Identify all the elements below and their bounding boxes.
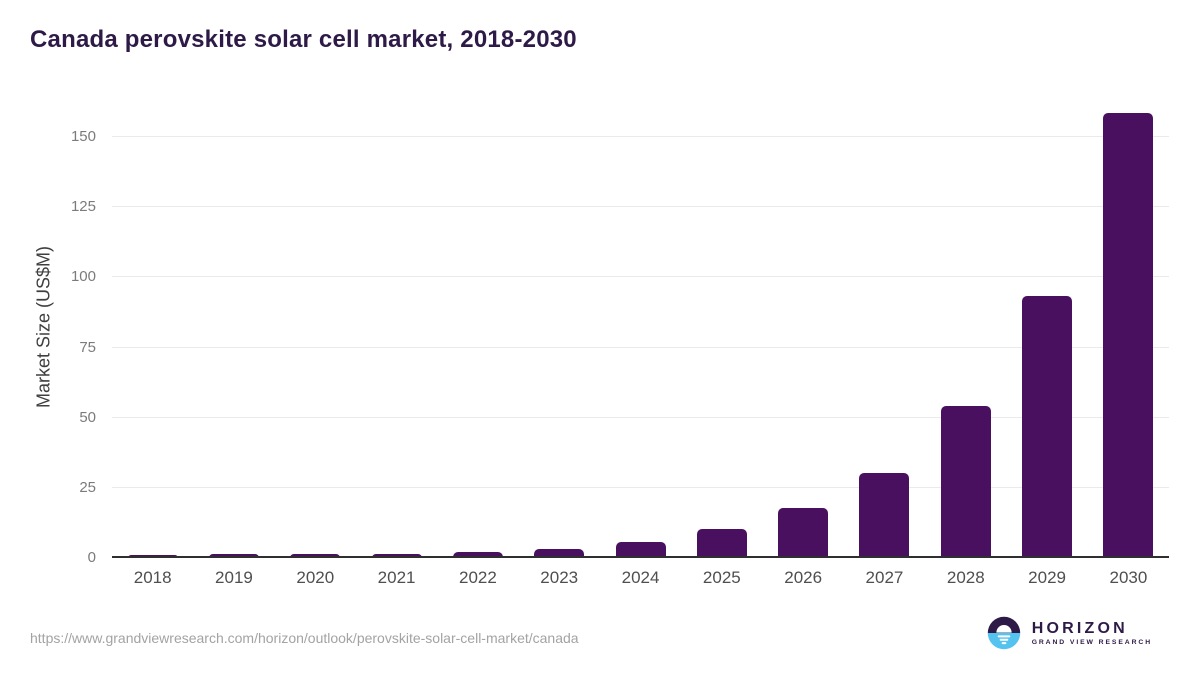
- x-tick-label: 2023: [540, 568, 579, 587]
- horizon-logo-icon: [987, 616, 1020, 650]
- bar-slot-2024: [600, 95, 681, 558]
- bar-2030: [1103, 112, 1154, 558]
- horizon-logo-text: HORIZON GRAND VIEW RESEARCH: [1032, 620, 1152, 647]
- bar-slot-2029: [1006, 95, 1087, 558]
- gridline: [112, 416, 1169, 418]
- bar-2024: [615, 542, 666, 558]
- gridline: [112, 346, 1169, 348]
- bar-2019: [208, 553, 259, 558]
- bar-2029: [1022, 295, 1073, 558]
- bar-slot-2021: [356, 95, 437, 558]
- bar-slot-2019: [193, 95, 274, 558]
- x-tick-label: 2018: [133, 568, 172, 587]
- bar-slot-2028: [925, 95, 1006, 558]
- x-tick-label: 2019: [215, 568, 253, 587]
- y-tick-label: 125: [70, 198, 96, 216]
- y-tick-label: 25: [79, 478, 96, 496]
- gridline: [112, 136, 1169, 138]
- x-tick-label: 2020: [296, 568, 335, 587]
- x-axis-ticks: 2018 2019 2020 2021 2022 2023 2024 2025 2026 2027…: [112, 568, 1169, 588]
- bar-slot-2027: [844, 95, 925, 558]
- bar-slot-2020: [275, 95, 356, 558]
- x-axis-line: [112, 556, 1169, 558]
- y-tick-label: 0: [87, 549, 96, 566]
- horizon-logo: HORIZON GRAND VIEW RESEARCH: [986, 615, 1152, 651]
- x-tick-label: 2028: [946, 568, 985, 587]
- horizon-logo-tagline: GRAND VIEW RESEARCH: [1031, 638, 1152, 646]
- x-tick-label: 2021: [377, 568, 416, 587]
- y-tick-label: 75: [79, 338, 96, 356]
- horizon-logo-brand: HORIZON: [1031, 619, 1128, 637]
- y-axis-ticks: 0 25 50 75 100 125 150: [0, 95, 96, 566]
- bars-group: [112, 95, 1169, 558]
- bar-2027: [859, 472, 910, 558]
- bar-slot-2025: [681, 95, 762, 558]
- x-tick-label: 2029: [1028, 568, 1066, 587]
- bar-slot-2030: [1088, 95, 1169, 558]
- bar-slot-2026: [763, 95, 844, 558]
- bar-2028: [940, 405, 991, 558]
- y-tick-label: 50: [79, 408, 96, 426]
- gridline: [112, 276, 1169, 278]
- y-tick-label: 100: [70, 268, 96, 286]
- bar-2026: [778, 508, 829, 558]
- bar-slot-2018: [112, 95, 193, 558]
- gridline: [112, 486, 1169, 488]
- chart-title: Canada perovskite solar cell market, 201…: [30, 26, 577, 53]
- x-tick-label: 2025: [702, 568, 741, 587]
- x-tick-label: 2030: [1109, 568, 1148, 587]
- bar-2025: [696, 528, 747, 558]
- plot-area: [112, 95, 1169, 558]
- x-tick-label: 2027: [865, 568, 904, 587]
- x-tick-label: 2022: [458, 568, 497, 587]
- x-tick-label: 2024: [621, 568, 660, 587]
- bar-slot-2023: [519, 95, 600, 558]
- source-url: https://www.grandviewresearch.com/horizo…: [30, 630, 579, 646]
- x-tick-label: 2026: [784, 568, 823, 587]
- gridline: [112, 206, 1169, 208]
- y-tick-label: 150: [70, 128, 96, 146]
- bar-2022: [452, 552, 503, 558]
- bar-slot-2022: [437, 95, 518, 558]
- bar-2023: [534, 549, 585, 558]
